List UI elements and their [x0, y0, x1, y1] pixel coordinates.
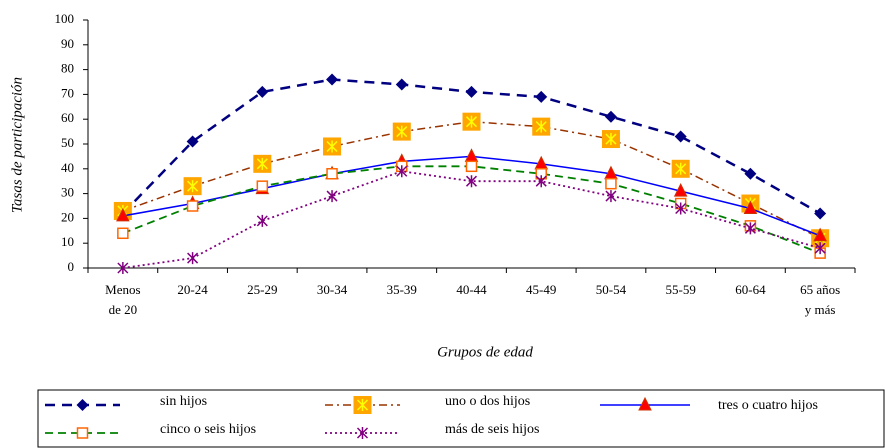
legend-label: uno o dos hijos: [445, 394, 531, 409]
marker: [76, 399, 89, 411]
marker: [464, 148, 479, 162]
series-line: [121, 78, 821, 215]
legend-box: [37, 389, 885, 448]
marker: [76, 427, 89, 439]
marker: [186, 200, 199, 212]
marker: [744, 167, 757, 180]
y-tick-label: 0: [68, 259, 75, 274]
x-tick-label: 60-64: [735, 282, 766, 297]
x-tick-label: 30-34: [316, 282, 348, 297]
marker: [465, 160, 478, 173]
legend-label: más de seis hijos: [445, 422, 540, 437]
marker: [116, 207, 130, 222]
y-tick-label: 10: [61, 234, 74, 249]
marker: [743, 200, 758, 214]
x-tick-label: 20-24: [177, 282, 208, 297]
marker-star: [465, 115, 478, 128]
x-tick-label: 40-44: [456, 282, 487, 297]
x-tick-label: 25-29: [247, 282, 278, 297]
marker-star: [256, 157, 268, 170]
marker: [638, 396, 652, 411]
x-tick-label: 65 años y más: [800, 282, 841, 317]
marker: [117, 227, 129, 240]
marker: [675, 202, 687, 215]
y-tick-label: 20: [61, 209, 74, 224]
marker: [673, 183, 688, 197]
y-axis-title: Tasas de participación: [9, 77, 25, 213]
y-tick-label: 30: [61, 185, 74, 200]
y-tick-label: 40: [61, 160, 74, 175]
marker: [395, 78, 408, 91]
marker-star: [675, 162, 687, 175]
marker: [465, 175, 478, 188]
marker: [326, 190, 338, 203]
marker: [187, 252, 199, 265]
marker: [326, 73, 339, 86]
y-tick-label: 80: [61, 61, 74, 76]
marker: [356, 427, 369, 439]
marker-star: [326, 140, 338, 153]
marker-star: [356, 399, 369, 411]
marker: [326, 168, 338, 180]
y-tick-label: 100: [55, 11, 75, 26]
marker: [256, 180, 269, 192]
marker: [744, 222, 756, 235]
marker: [535, 175, 547, 188]
marker: [186, 135, 199, 148]
x-axis-title: Grupos de edad: [437, 344, 533, 360]
marker-star: [605, 133, 617, 146]
marker-star: [187, 180, 199, 193]
x-tick-label: 55-59: [665, 282, 696, 297]
x-tick-label: 45-49: [526, 282, 557, 297]
marker-star: [535, 120, 547, 133]
x-tick-label: 35-39: [386, 282, 417, 297]
marker: [674, 130, 687, 143]
marker: [813, 227, 827, 242]
marker: [117, 262, 129, 274]
y-tick-label: 70: [61, 85, 74, 100]
marker: [814, 207, 827, 220]
x-tick-label: 50-54: [595, 282, 627, 297]
marker: [605, 177, 617, 190]
legend-label: sin hijos: [160, 394, 208, 409]
marker: [535, 90, 548, 103]
marker: [256, 214, 268, 227]
y-tick-label: 60: [61, 110, 74, 125]
marker: [605, 190, 617, 203]
marker: [465, 85, 478, 98]
marker: [256, 85, 269, 98]
marker-star: [396, 125, 408, 138]
y-tick-label: 50: [61, 135, 74, 150]
marker: [604, 110, 617, 123]
legend-label: cinco o seis hijos: [160, 422, 257, 437]
y-tick-label: 90: [61, 36, 74, 51]
legend-label: tres o cuatro hijos: [718, 398, 818, 413]
marker: [814, 242, 826, 255]
x-tick-label: Menos de 20: [105, 282, 141, 317]
marker: [396, 165, 408, 178]
